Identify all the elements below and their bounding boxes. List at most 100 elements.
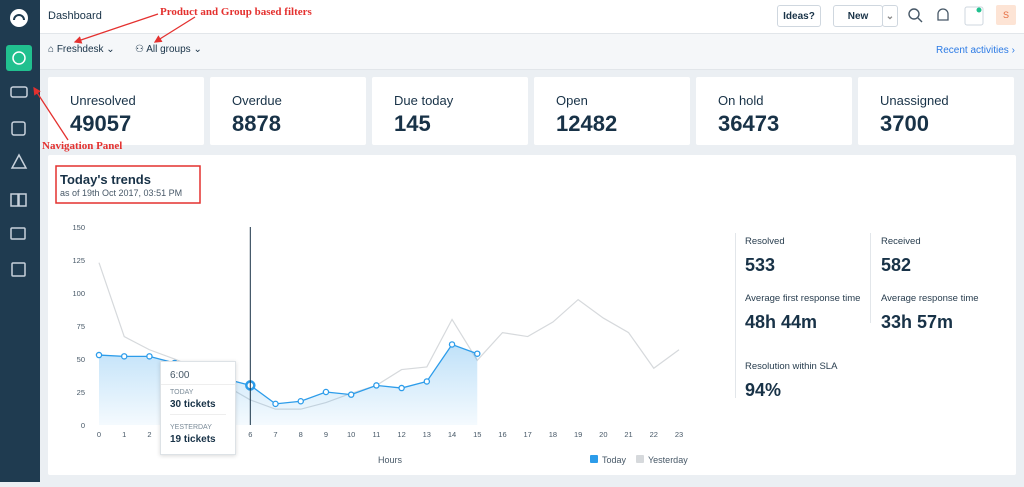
summary-item: Resolution within SLA 94% — [745, 360, 865, 401]
legend-label: Yesterday — [648, 455, 688, 465]
x-tick-label: 22 — [650, 430, 658, 439]
nav-solutions[interactable] — [10, 193, 27, 207]
summary-value: 48h 44m — [745, 312, 818, 332]
summary-value: 33h 57m — [881, 312, 954, 332]
point — [146, 353, 153, 360]
x-tick-label: 14 — [448, 430, 456, 439]
point — [398, 384, 405, 392]
series-line — [98, 343, 478, 405]
stat-label: Open — [556, 93, 588, 108]
summary-label: Resolved — [745, 236, 785, 247]
summary-label: Resolution within SLA — [745, 361, 838, 372]
stat-label: Unresolved — [70, 93, 136, 108]
summary-label: Average response time — [881, 293, 979, 304]
stat-label: Overdue — [232, 93, 282, 108]
x-tick-label: 7 — [273, 430, 277, 439]
recent-activities[interactable]: Recent activities › — [936, 45, 1015, 56]
tooltip-hour: 6:00 — [170, 370, 190, 381]
summary-label: Average first response time — [745, 293, 861, 304]
x-tick-label: 13 — [423, 430, 431, 439]
x-tick-label: 9 — [324, 430, 328, 439]
point — [474, 350, 481, 357]
x-tick-label: 8 — [299, 430, 303, 439]
nav-forums[interactable] — [10, 227, 26, 240]
x-tick-label: 2 — [147, 430, 151, 439]
stat-card[interactable]: Unassigned 3700 — [858, 77, 1014, 145]
navigation-panel — [0, 0, 40, 482]
nav-icons — [6, 9, 32, 277]
product-filter-label: Freshdesk — [56, 44, 104, 55]
point — [120, 353, 128, 360]
x-tick-label: 23 — [675, 430, 683, 439]
nav-social[interactable] — [10, 153, 28, 169]
group-filter[interactable]: ⚇ All groups ⌄ — [135, 44, 202, 55]
stat-card[interactable]: Open 12482 — [534, 77, 690, 145]
new-dropdown[interactable]: ⌄ — [882, 5, 898, 27]
tooltip-today-label: TODAY — [170, 389, 194, 396]
tooltip-yesterday-label: YESTERDAY — [170, 424, 212, 431]
stat-value: 49057 — [70, 111, 132, 136]
search-icon[interactable] — [908, 8, 920, 20]
x-tick-label: 12 — [397, 430, 405, 439]
summary-item: Average first response time 48h 44m — [745, 292, 865, 333]
x-tick-label: 0 — [97, 430, 101, 439]
x-tick-label: 15 — [473, 430, 481, 439]
x-tick-label: 17 — [524, 430, 532, 439]
nav-dashboard-icon — [12, 51, 26, 65]
legend-swatch — [636, 455, 644, 463]
today-area — [99, 344, 478, 425]
annotation-filters: Product and Group based filters — [160, 6, 312, 18]
recent-activities-label: Recent activities — [936, 45, 1009, 56]
nav-tickets[interactable] — [10, 86, 28, 98]
stat-card[interactable]: Overdue 8878 — [210, 77, 366, 145]
product-filter[interactable]: ⌂ Freshdesk ⌄ — [48, 44, 115, 55]
stat-card[interactable]: Unresolved 49057 — [48, 77, 204, 145]
summary-item: Received 582 — [881, 235, 1001, 276]
x-tick-label: 11 — [372, 430, 380, 439]
tooltip: 6:00 TODAY 30 tickets YESTERDAY 19 ticke… — [160, 361, 236, 455]
x-tick-label: 6 — [248, 430, 252, 439]
tooltip-yesterday-value: 19 tickets — [170, 434, 216, 445]
ideas-button[interactable]: Ideas? — [777, 5, 821, 27]
group-filter-label: All groups — [146, 44, 191, 55]
stat-value: 12482 — [556, 111, 618, 136]
stat-card[interactable]: Due today 145 — [372, 77, 528, 145]
stat-value: 36473 — [718, 111, 780, 136]
point — [423, 378, 431, 385]
nav-contacts[interactable] — [11, 121, 26, 136]
legend-swatch — [590, 455, 598, 463]
avatar[interactable]: S — [996, 5, 1016, 25]
legend-label: Today — [602, 455, 627, 465]
y-tick-label: 125 — [72, 256, 85, 265]
x-tick-label: 20 — [599, 430, 607, 439]
stat-label: Due today — [394, 93, 454, 108]
stat-label: On hold — [718, 93, 764, 108]
stat-card[interactable]: On hold 36473 — [696, 77, 852, 145]
y-tick-label: 150 — [72, 223, 85, 232]
summary-separator — [735, 233, 736, 398]
nav-reports[interactable] — [11, 262, 26, 277]
bell-icon[interactable] — [937, 8, 949, 21]
x-tick-label: 1 — [122, 430, 126, 439]
point — [448, 341, 456, 348]
summary-value: 533 — [745, 255, 776, 275]
y-tick-label: 100 — [72, 289, 85, 298]
point — [347, 391, 355, 398]
stat-value: 3700 — [880, 111, 929, 136]
nav-dashboard[interactable] — [6, 45, 32, 71]
filter-bar: ⌂ Freshdesk ⌄ ⚇ All groups ⌄ Recent acti… — [40, 34, 1024, 70]
summary-separator — [870, 233, 871, 323]
tooltip-divider — [161, 384, 235, 385]
point — [373, 382, 380, 389]
y-tick-label: 25 — [77, 388, 85, 397]
x-tick-label: 21 — [624, 430, 632, 439]
x-tick-label: 18 — [549, 430, 557, 439]
logo — [10, 9, 28, 27]
stat-value: 145 — [394, 111, 431, 136]
point — [297, 397, 304, 405]
point — [322, 388, 330, 396]
search-handle — [917, 17, 923, 23]
y-tick-label: 50 — [77, 355, 85, 364]
